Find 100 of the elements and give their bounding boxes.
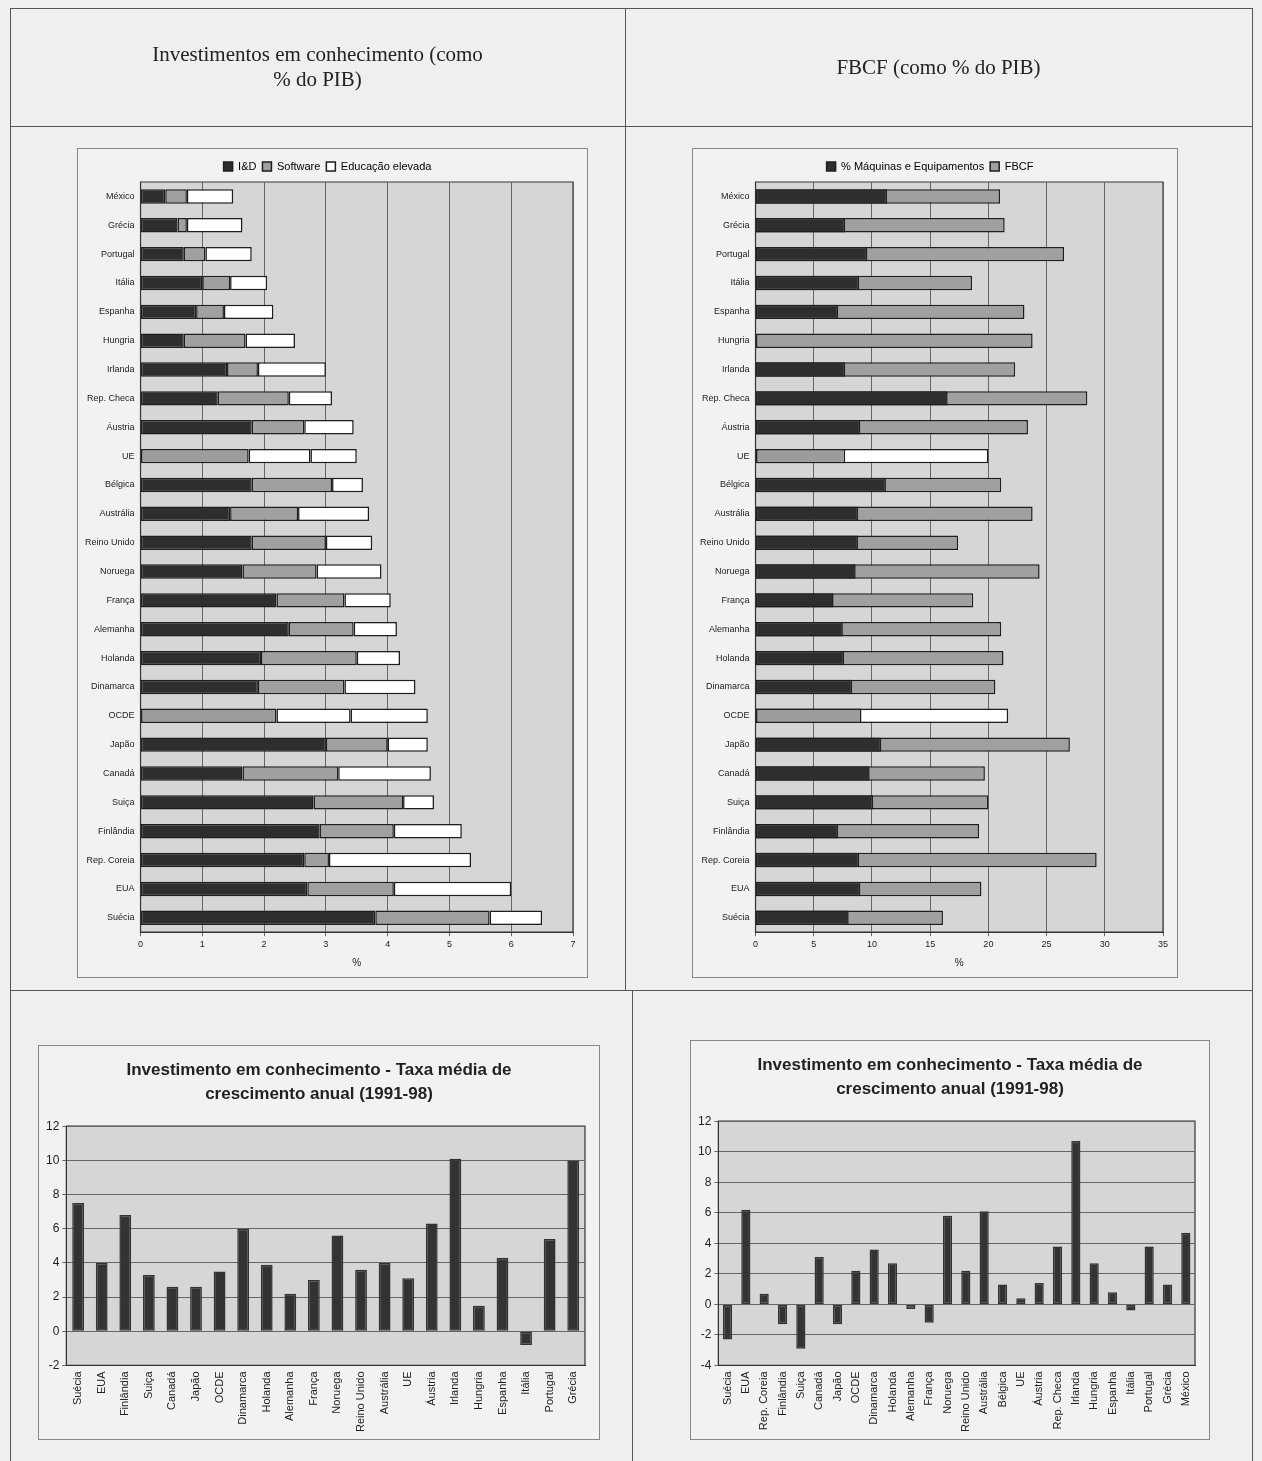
x-tick-label: Reino Unido xyxy=(354,1371,367,1433)
x-tick-label: OCDE xyxy=(212,1371,225,1404)
x-tick-label: 0 xyxy=(753,939,759,950)
y-tick-label: Bélgica xyxy=(720,479,750,490)
x-tick-label: Dinamarca xyxy=(236,1370,249,1425)
y-tick-label: 4 xyxy=(52,1255,60,1270)
x-tick-label: 5 xyxy=(446,939,452,950)
y-tick-label: Grécia xyxy=(723,219,750,230)
y-tick-label: Suiça xyxy=(727,796,750,807)
x-tick-label: Rep. Checa xyxy=(1050,1370,1063,1430)
y-tick-label: 0 xyxy=(52,1323,60,1338)
x-tick-label: 7 xyxy=(570,939,576,950)
x-tick-label: Áustria xyxy=(424,1370,437,1406)
y-tick-label: Suiça xyxy=(112,796,135,807)
x-tick-label: Itália xyxy=(519,1370,532,1395)
y-tick-label: Dinamarca xyxy=(91,681,135,692)
y-tick-label: Rep. Coreia xyxy=(86,854,135,865)
y-tick-label: EUA xyxy=(116,883,135,894)
chart-title: FBCF (como % do PIB) xyxy=(836,54,1041,80)
y-tick-label: -4 xyxy=(700,1357,712,1372)
x-tick-label: Alemanha xyxy=(903,1370,916,1422)
x-tick-label: 5 xyxy=(811,939,817,950)
y-tick-label: Rep. Checa xyxy=(87,392,135,403)
x-tick-label: Portugal xyxy=(542,1371,555,1413)
y-tick-label: Canadá xyxy=(103,767,135,778)
y-tick-label: Irlanda xyxy=(722,364,750,375)
legend-label: I&D xyxy=(238,159,257,172)
y-tick-label: OCDE xyxy=(108,710,135,721)
y-tick-label: Hungria xyxy=(103,335,135,346)
y-tick-label: México xyxy=(721,190,750,201)
x-tick-label: Canadá xyxy=(165,1370,178,1411)
x-tick-label: Portugal xyxy=(1142,1371,1155,1413)
x-tick-label: OCDE xyxy=(848,1371,861,1404)
y-tick-label: Portugal xyxy=(101,248,135,259)
x-tick-label: 3 xyxy=(323,939,329,950)
legend-label: Educação elevada xyxy=(340,159,433,172)
x-tick-label: 30 xyxy=(1099,939,1110,950)
y-tick-label: Áustria xyxy=(106,421,135,432)
y-tick-label: Holanda xyxy=(101,652,135,663)
y-tick-label: Dinamarca xyxy=(706,681,750,692)
y-tick-label: Holanda xyxy=(716,652,750,663)
y-tick-label: Hungria xyxy=(718,335,750,346)
x-tick-label: Suiça xyxy=(141,1370,154,1399)
y-tick-label: Rep. Coreia xyxy=(701,854,750,865)
x-tick-label: 10 xyxy=(866,939,877,950)
y-tick-label: França xyxy=(106,594,135,605)
chart-title: Investimentos em conhecimento (como % do PIB) xyxy=(151,42,484,92)
x-tick-label: 25 xyxy=(1041,939,1052,950)
x-tick-label: Grécia xyxy=(1160,1370,1173,1404)
y-tick-label: Itália xyxy=(730,277,750,288)
x-tick-label: México xyxy=(1178,1371,1191,1407)
x-axis-title: % xyxy=(352,956,362,968)
x-tick-label: 20 xyxy=(983,939,994,950)
x-tick-label: 15 xyxy=(925,939,936,950)
x-tick-label: Itália xyxy=(1123,1370,1136,1395)
x-tick-label: Dinamarca xyxy=(867,1370,880,1425)
x-tick-label: Canadá xyxy=(812,1370,825,1411)
y-tick-label: Portugal xyxy=(716,248,750,259)
y-tick-label: 10 xyxy=(697,1144,712,1159)
y-tick-label: -2 xyxy=(48,1357,60,1372)
y-tick-label: Suécia xyxy=(722,912,750,923)
x-tick-label: Grécia xyxy=(566,1370,579,1404)
y-tick-label: Alemanha xyxy=(94,623,135,634)
y-tick-label: UE xyxy=(122,450,135,461)
y-tick-label: Canadá xyxy=(718,767,750,778)
y-tick-label: 6 xyxy=(704,1205,712,1220)
legend-label: Software xyxy=(276,159,321,172)
y-tick-label: Finlândia xyxy=(98,825,135,836)
y-tick-label: 12 xyxy=(697,1113,712,1128)
y-tick-label: EUA xyxy=(731,883,750,894)
x-tick-label: 2 xyxy=(261,939,267,950)
y-tick-label: Austrália xyxy=(99,508,135,519)
x-tick-label: Noruega xyxy=(330,1370,343,1414)
x-tick-label: 4 xyxy=(385,939,391,950)
x-tick-label: Espanha xyxy=(1105,1370,1118,1415)
x-tick-label: França xyxy=(306,1370,319,1406)
chart-title: Investimento em conhecimento - Taxa média de crescimento anual (1991-98) xyxy=(125,1059,513,1105)
y-tick-label: -2 xyxy=(700,1327,712,1342)
legend-label: FBCF xyxy=(1004,159,1034,172)
y-tick-label: 8 xyxy=(52,1186,60,1201)
y-tick-label: Irlanda xyxy=(107,364,135,375)
y-tick-label: Áustria xyxy=(721,421,750,432)
y-tick-label: 10 xyxy=(45,1152,60,1167)
x-tick-label: UE xyxy=(1013,1371,1026,1387)
x-tick-label: 35 xyxy=(1157,939,1169,950)
x-tick-label: Reino Unido xyxy=(958,1371,971,1433)
y-tick-label: 12 xyxy=(45,1118,60,1133)
x-tick-label: Hungria xyxy=(471,1370,484,1410)
x-tick-label: 1 xyxy=(199,939,205,950)
x-tick-label: Irlanda xyxy=(448,1370,461,1406)
x-tick-label: 6 xyxy=(508,939,514,950)
y-tick-label: Japão xyxy=(725,739,750,750)
y-tick-label: Itália xyxy=(115,277,135,288)
x-tick-label: Japão xyxy=(830,1371,843,1402)
y-tick-label: Japão xyxy=(110,739,135,750)
y-tick-label: 8 xyxy=(704,1174,712,1189)
y-tick-label: Espanha xyxy=(99,306,135,317)
y-tick-label: 2 xyxy=(704,1266,712,1281)
x-tick-label: Austrália xyxy=(977,1370,990,1415)
chart-title: Investimento em conhecimento - Taxa média de crescimento anual (1991-98) xyxy=(756,1054,1144,1100)
